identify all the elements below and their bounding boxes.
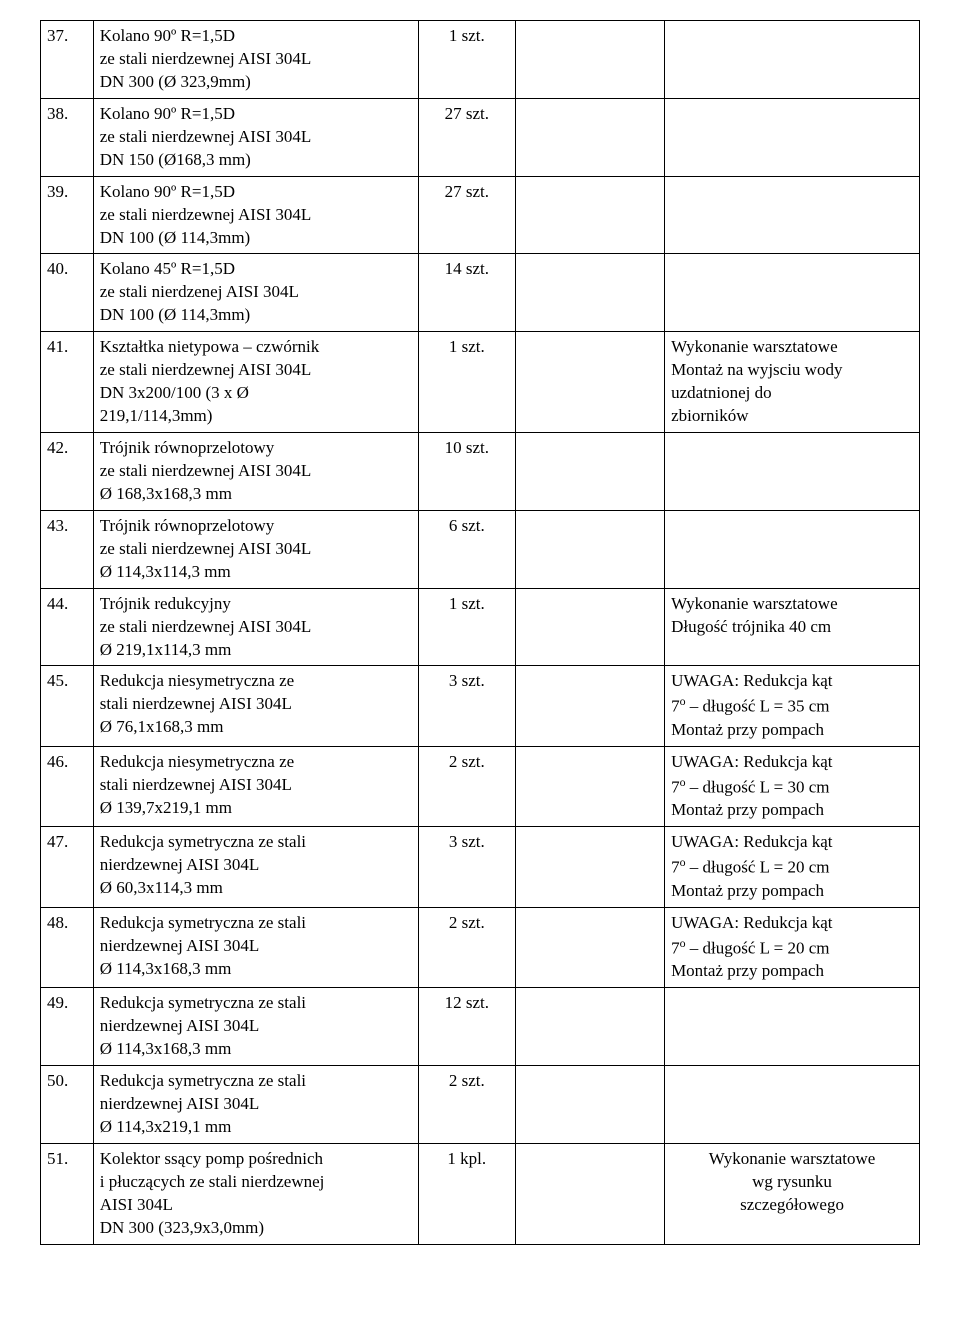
row-note: UWAGA: Redukcja kąt7o – długość L = 20 c… [665, 907, 920, 987]
row-quantity: 14 szt. [418, 254, 515, 332]
table-row: 46.Redukcja niesymetryczna zestali nierd… [41, 746, 920, 826]
row-quantity: 10 szt. [418, 433, 515, 511]
row-quantity: 1 kpl. [418, 1143, 515, 1244]
row-quantity: 2 szt. [418, 746, 515, 826]
row-blank [515, 907, 664, 987]
row-number: 38. [41, 98, 94, 176]
row-blank [515, 988, 664, 1066]
row-description: Kolano 90º R=1,5Dze stali nierdzewnej AI… [93, 98, 418, 176]
row-description: Kolektor ssący pomp pośrednichi płuczący… [93, 1143, 418, 1244]
row-note: Wykonanie warsztatowewg rysunkuszczegóło… [665, 1143, 920, 1244]
row-blank [515, 254, 664, 332]
row-blank [515, 98, 664, 176]
row-description: Kolano 90º R=1,5Dze stali nierdzewnej AI… [93, 21, 418, 99]
row-number: 43. [41, 510, 94, 588]
row-note [665, 988, 920, 1066]
row-note: UWAGA: Redukcja kąt7o – długość L = 20 c… [665, 827, 920, 907]
row-note [665, 510, 920, 588]
row-quantity: 27 szt. [418, 176, 515, 254]
row-blank [515, 21, 664, 99]
row-quantity: 1 szt. [418, 588, 515, 666]
table-row: 44.Trójnik redukcyjnyze stali nierdzewne… [41, 588, 920, 666]
row-quantity: 2 szt. [418, 1066, 515, 1144]
row-blank [515, 666, 664, 746]
row-quantity: 12 szt. [418, 988, 515, 1066]
row-blank [515, 332, 664, 433]
row-quantity: 1 szt. [418, 332, 515, 433]
row-note [665, 433, 920, 511]
row-blank [515, 827, 664, 907]
row-number: 50. [41, 1066, 94, 1144]
row-blank [515, 510, 664, 588]
row-note: UWAGA: Redukcja kąt7o – długość L = 30 c… [665, 746, 920, 826]
table-row: 42.Trójnik równoprzelotowyze stali nierd… [41, 433, 920, 511]
row-quantity: 6 szt. [418, 510, 515, 588]
row-number: 51. [41, 1143, 94, 1244]
row-number: 47. [41, 827, 94, 907]
table-row: 43.Trójnik równoprzelotowyze stali nierd… [41, 510, 920, 588]
row-quantity: 1 szt. [418, 21, 515, 99]
row-note [665, 98, 920, 176]
row-blank [515, 588, 664, 666]
row-blank [515, 433, 664, 511]
table-row: 40.Kolano 45º R=1,5Dze stali nierdzenej … [41, 254, 920, 332]
row-number: 45. [41, 666, 94, 746]
row-description: Redukcja symetryczna ze stalinierdzewnej… [93, 1066, 418, 1144]
row-description: Kształtka nietypowa – czwórnikze stali n… [93, 332, 418, 433]
row-description: Kolano 90º R=1,5Dze stali nierdzewnej AI… [93, 176, 418, 254]
row-note: UWAGA: Redukcja kąt7o – długość L = 35 c… [665, 666, 920, 746]
row-description: Trójnik redukcyjnyze stali nierdzewnej A… [93, 588, 418, 666]
row-description: Redukcja symetryczna ze stalinierdzewnej… [93, 827, 418, 907]
row-number: 40. [41, 254, 94, 332]
row-note [665, 1066, 920, 1144]
row-number: 48. [41, 907, 94, 987]
table-row: 39.Kolano 90º R=1,5Dze stali nierdzewnej… [41, 176, 920, 254]
row-number: 49. [41, 988, 94, 1066]
row-number: 39. [41, 176, 94, 254]
table-row: 51.Kolektor ssący pomp pośrednichi płucz… [41, 1143, 920, 1244]
row-quantity: 3 szt. [418, 666, 515, 746]
row-number: 42. [41, 433, 94, 511]
row-description: Redukcja niesymetryczna zestali nierdzew… [93, 666, 418, 746]
row-note [665, 254, 920, 332]
table-row: 38.Kolano 90º R=1,5Dze stali nierdzewnej… [41, 98, 920, 176]
row-description: Trójnik równoprzelotowyze stali nierdzew… [93, 433, 418, 511]
row-note: Wykonanie warsztatoweDługość trójnika 40… [665, 588, 920, 666]
table-row: 49.Redukcja symetryczna ze stalinierdzew… [41, 988, 920, 1066]
row-note [665, 176, 920, 254]
row-blank [515, 1143, 664, 1244]
row-number: 44. [41, 588, 94, 666]
spec-table: 37.Kolano 90º R=1,5Dze stali nierdzewnej… [40, 20, 920, 1245]
table-row: 45.Redukcja niesymetryczna zestali nierd… [41, 666, 920, 746]
row-blank [515, 746, 664, 826]
row-blank [515, 1066, 664, 1144]
table-row: 48.Redukcja symetryczna ze stalinierdzew… [41, 907, 920, 987]
row-number: 41. [41, 332, 94, 433]
table-row: 41.Kształtka nietypowa – czwórnikze stal… [41, 332, 920, 433]
row-note: Wykonanie warsztatoweMontaż na wyjsciu w… [665, 332, 920, 433]
row-quantity: 3 szt. [418, 827, 515, 907]
spec-table-body: 37.Kolano 90º R=1,5Dze stali nierdzewnej… [41, 21, 920, 1245]
row-description: Redukcja symetryczna ze stalinierdzewnej… [93, 907, 418, 987]
table-row: 50.Redukcja symetryczna ze stalinierdzew… [41, 1066, 920, 1144]
row-quantity: 27 szt. [418, 98, 515, 176]
row-note [665, 21, 920, 99]
table-row: 47.Redukcja symetryczna ze stalinierdzew… [41, 827, 920, 907]
row-description: Redukcja symetryczna ze stalinierdzewnej… [93, 988, 418, 1066]
row-number: 46. [41, 746, 94, 826]
row-description: Trójnik równoprzelotowyze stali nierdzew… [93, 510, 418, 588]
row-quantity: 2 szt. [418, 907, 515, 987]
table-row: 37.Kolano 90º R=1,5Dze stali nierdzewnej… [41, 21, 920, 99]
row-description: Kolano 45º R=1,5Dze stali nierdzenej AIS… [93, 254, 418, 332]
row-blank [515, 176, 664, 254]
row-description: Redukcja niesymetryczna zestali nierdzew… [93, 746, 418, 826]
row-number: 37. [41, 21, 94, 99]
